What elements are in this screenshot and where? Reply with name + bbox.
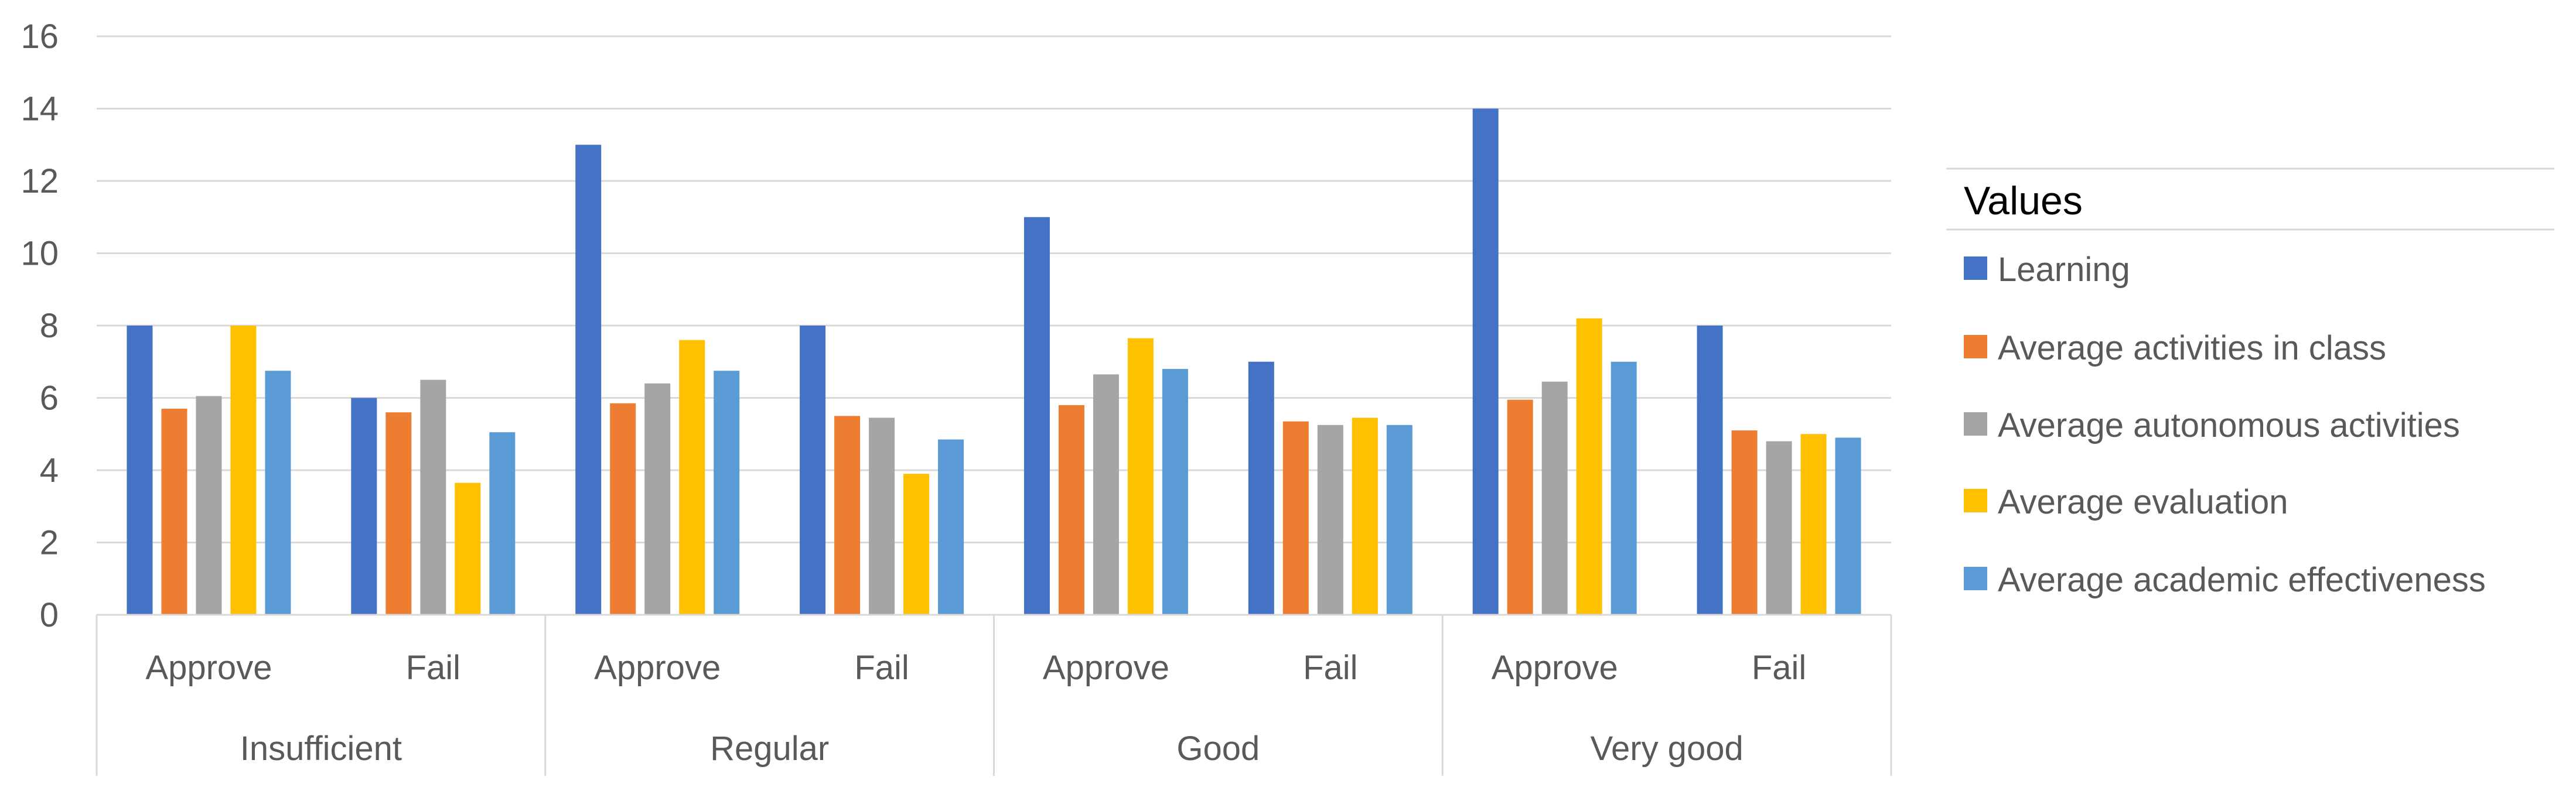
- bar: [938, 439, 964, 615]
- group-label: Good: [1176, 730, 1260, 768]
- category-label: Approve: [1043, 649, 1169, 687]
- bar: [575, 145, 602, 615]
- bar: [1093, 374, 1119, 615]
- bar: [265, 371, 291, 615]
- bar: [420, 379, 446, 615]
- legend-swatch: [1964, 489, 1987, 512]
- legend-swatch: [1964, 567, 1987, 590]
- y-tick-label: 4: [40, 451, 59, 490]
- bar: [1248, 361, 1274, 615]
- y-tick-label: 16: [21, 18, 59, 56]
- bar: [1162, 369, 1188, 615]
- bar: [714, 371, 740, 615]
- legend-label: Average academic effectiveness: [1998, 561, 2486, 599]
- group-label: Regular: [710, 730, 829, 768]
- bar: [1282, 421, 1309, 615]
- category-label: Fail: [1752, 649, 1806, 687]
- bar: [1023, 217, 1050, 615]
- category-label: Approve: [594, 649, 721, 687]
- category-label: Approve: [1492, 649, 1618, 687]
- group-label: Very good: [1591, 730, 1744, 768]
- bars: [127, 108, 1861, 615]
- y-tick-label: 6: [40, 379, 59, 417]
- bar: [1766, 441, 1792, 615]
- legend-swatch: [1964, 335, 1987, 358]
- bar: [455, 482, 481, 615]
- y-tick-label: 2: [40, 524, 59, 562]
- legend-swatch: [1964, 256, 1987, 280]
- bar: [610, 403, 636, 615]
- bar: [1541, 381, 1568, 615]
- category-label: Fail: [1303, 649, 1357, 687]
- bar: [1507, 399, 1533, 615]
- legend-title: Values: [1964, 179, 2083, 223]
- bar: [1352, 417, 1378, 615]
- legend-swatch: [1964, 412, 1987, 436]
- legend-label: Learning: [1998, 251, 2130, 289]
- y-tick-label: 12: [21, 162, 59, 200]
- bar: [1611, 361, 1637, 615]
- bar: [679, 340, 705, 615]
- bar: [1127, 338, 1154, 615]
- bar: [161, 409, 187, 615]
- bar: [385, 412, 412, 615]
- bar: [1731, 430, 1758, 615]
- bar: [834, 416, 861, 615]
- category-label: Fail: [854, 649, 909, 687]
- bar: [489, 432, 516, 615]
- bar: [230, 326, 257, 615]
- bar: [800, 326, 826, 615]
- y-tick-label: 14: [21, 90, 59, 128]
- bar: [196, 396, 222, 615]
- bar: [127, 326, 153, 615]
- bar: [1835, 437, 1861, 615]
- bar: [644, 383, 671, 615]
- legend-label: Average activities in class: [1998, 329, 2386, 367]
- bar: [351, 398, 377, 615]
- legend-label: Average evaluation: [1998, 483, 2288, 521]
- bar: [1472, 108, 1499, 615]
- y-tick-label: 10: [21, 235, 59, 273]
- axes: 0 2 4 6 8 10 12 14 16 Approve Fail Approve Fail Appro…: [21, 18, 1892, 776]
- y-tick-label: 8: [40, 307, 59, 345]
- legend-label: Average autonomous activities: [1998, 406, 2460, 444]
- group-label: Insufficient: [240, 730, 402, 768]
- legend: Values Learning Average activities in clas…: [1946, 167, 2554, 599]
- bar: [1576, 318, 1602, 615]
- bar: [1386, 425, 1412, 615]
- bar: [1800, 434, 1827, 615]
- category-label: Approve: [145, 649, 272, 687]
- bar: [1317, 425, 1343, 615]
- bar: [1058, 405, 1084, 615]
- category-label: Fail: [406, 649, 460, 687]
- bar: [1697, 326, 1723, 615]
- y-tick-label: 0: [40, 596, 59, 634]
- bar: [869, 417, 895, 615]
- bar: [903, 474, 930, 615]
